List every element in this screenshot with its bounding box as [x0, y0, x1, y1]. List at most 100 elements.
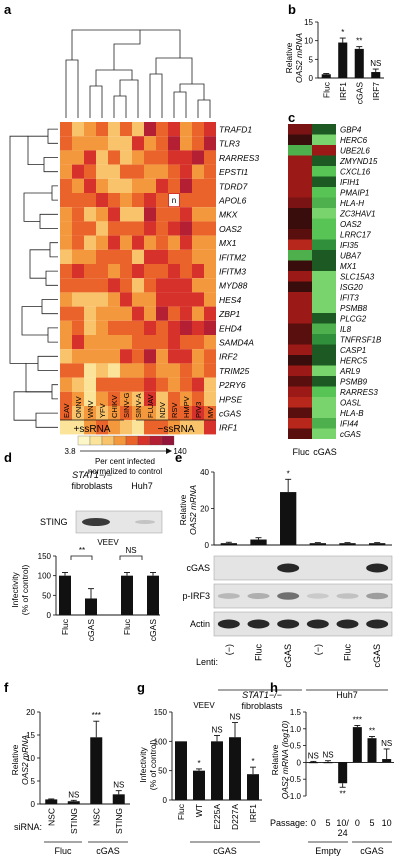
heatmap-cell — [144, 306, 156, 321]
bar — [211, 741, 223, 800]
bar — [250, 539, 267, 545]
lane-label: Fluc — [254, 644, 264, 662]
y-tick-label: 100 — [154, 737, 168, 746]
heatmap-cell — [132, 235, 144, 250]
gene-label: TRIM25 — [219, 366, 250, 376]
heatmap-cell — [312, 250, 336, 261]
heatmap-cell — [120, 349, 132, 364]
heatmap-cell — [132, 320, 144, 335]
blot-header-stat1: STAT1−/− — [72, 470, 112, 480]
gene-labels: GBP4HERC6UBE2L6ZMYND15CXCL16IFIH1PMAIP1H… — [339, 126, 382, 440]
x-tick-label: 5 — [369, 818, 374, 828]
heatmap-cell — [288, 355, 312, 366]
heatmap-cell — [120, 292, 132, 307]
y-tick-label: 10 — [26, 754, 35, 763]
heatmap-cell — [312, 155, 336, 166]
heatmap-cell — [312, 355, 336, 366]
panel-e-ylabel-2: OAS2 mRNA — [188, 485, 198, 535]
virus-label: WNV — [86, 401, 95, 419]
heatmap-cell — [132, 406, 144, 421]
heatmap-cell — [96, 221, 108, 236]
heatmap-cell — [132, 391, 144, 406]
heatmap-cell — [96, 164, 108, 179]
heatmap-cell — [156, 264, 168, 279]
dendrogram-branch — [149, 73, 163, 118]
x-tick-label: Fluc — [321, 81, 331, 98]
significance-label: * — [197, 759, 200, 768]
heatmap-cell — [144, 221, 156, 236]
heatmap-cell — [180, 320, 192, 335]
heatmap-cell — [204, 377, 216, 392]
blot-strip — [213, 611, 393, 637]
heatmap-cell — [156, 349, 168, 364]
heatmap-cell — [132, 193, 144, 208]
dendrogram-branch — [41, 299, 58, 315]
x-tick-label: NSC — [91, 808, 101, 826]
heatmap-cell — [108, 193, 120, 208]
y-tick-label: 10 — [304, 37, 313, 46]
lane-label: (−) — [224, 644, 234, 655]
gene-label: ARL9 — [339, 367, 361, 376]
heatmap-cell — [144, 349, 156, 364]
heatmap-cell — [312, 208, 336, 219]
panel-g-ylabel-2: (% of control) — [148, 740, 158, 791]
dendrogram-branch — [21, 306, 48, 336]
heatmap-cell — [132, 136, 144, 151]
heatmap-cell — [312, 271, 336, 282]
heatmap-cell — [288, 239, 312, 250]
heatmap-cell — [72, 249, 84, 264]
heatmap-cell — [72, 207, 84, 222]
heatmap-cell — [144, 406, 156, 421]
blot-strip — [213, 555, 393, 581]
panel-e-ylabel-1: Relative — [178, 494, 188, 525]
virus-label: CHIKV — [110, 395, 119, 418]
panel-h-ylabel-1: Relative — [270, 744, 280, 775]
y-tick-label: 0 — [297, 758, 302, 767]
scale-swatch — [161, 435, 175, 446]
gene-label: CASP1 — [340, 346, 366, 355]
heatmap-cell — [120, 320, 132, 335]
panel-g: VEEV Infectivity (% of control) 0 50 100 15… — [138, 701, 262, 856]
y-tick-label: 0 — [205, 541, 210, 550]
sig-bracket — [70, 555, 93, 560]
scale-caption-1: Per cent infected — [95, 457, 155, 466]
bar — [247, 774, 259, 800]
heatmap-cell — [204, 349, 216, 364]
heatmap-cell — [72, 235, 84, 250]
heatmap-cell — [144, 335, 156, 350]
blot-band — [277, 563, 300, 573]
heatmap-cell — [192, 264, 204, 279]
x-tick-label: Fluc — [60, 618, 70, 635]
lenti-label: Lenti: — [196, 657, 218, 667]
heatmap-cell — [156, 136, 168, 151]
heatmap-cell — [312, 397, 336, 408]
blot-band — [217, 619, 240, 629]
bar — [371, 72, 381, 78]
blot-band — [336, 593, 359, 599]
heatmap-cell — [84, 136, 96, 151]
heatmap-cell — [288, 124, 312, 135]
group-label-neg: −ssRNA — [158, 424, 195, 435]
heatmap-cell — [156, 235, 168, 250]
heatmap-cell — [288, 407, 312, 418]
heatmap-cell — [120, 207, 132, 222]
gene-label: MYD88 — [219, 281, 248, 291]
bar — [382, 759, 392, 763]
heatmap-cell — [204, 278, 216, 293]
heatmap-cell — [132, 164, 144, 179]
virus-label: SINV-A — [134, 393, 143, 418]
y-tick-label: 0 — [47, 611, 52, 620]
x-tick-label: D227A — [230, 804, 240, 830]
heatmap-cell — [120, 335, 132, 350]
blot-band — [336, 619, 359, 629]
heatmap-cell — [312, 187, 336, 198]
heatmap-cell — [96, 306, 108, 321]
heatmap-cell — [156, 178, 168, 193]
heatmap-cell — [108, 136, 120, 151]
significance-label: * — [287, 469, 290, 478]
scale-swatch — [89, 435, 103, 446]
heatmap-cell — [84, 306, 96, 321]
lane-label: cGAS — [283, 644, 293, 668]
gene-label: HLA-B — [340, 409, 364, 418]
dendrogram-branch — [9, 135, 28, 364]
